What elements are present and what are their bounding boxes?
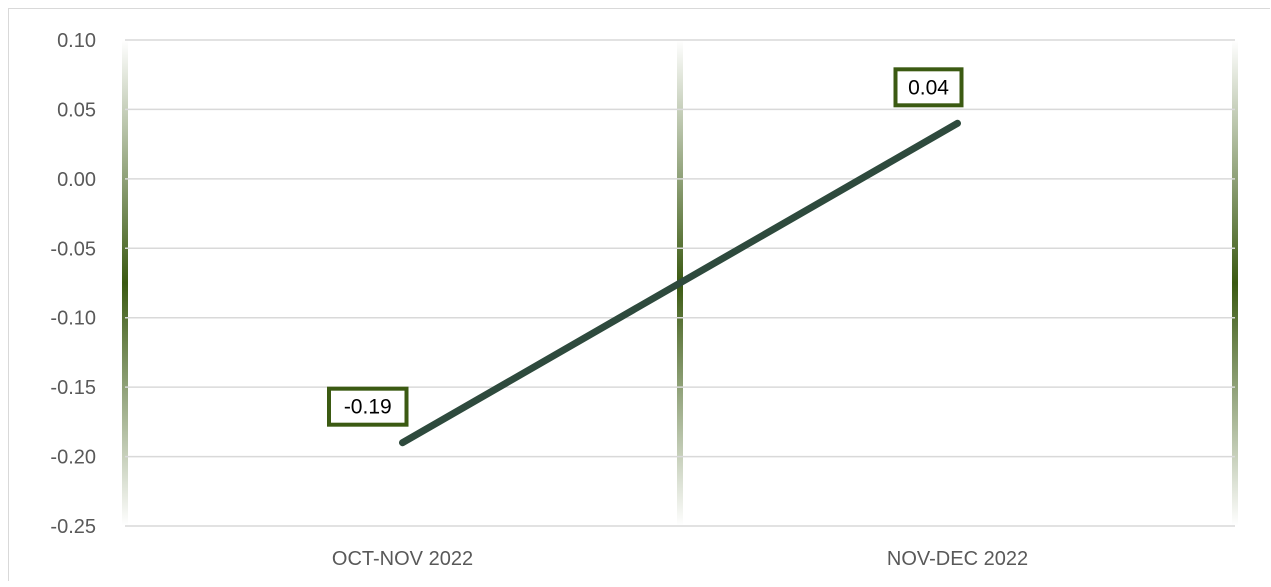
data-label-text: 0.04	[908, 76, 949, 99]
y-tick-label: -0.25	[50, 516, 96, 538]
y-tick-label: 0.10	[57, 30, 96, 52]
data-label-text: -0.19	[344, 396, 392, 419]
x-tick-label: OCT-NOV 2022	[332, 548, 473, 570]
y-tick-label: -0.05	[50, 238, 96, 260]
category-band	[122, 40, 128, 526]
y-tick-label: -0.10	[50, 308, 96, 330]
y-tick-label: 0.05	[57, 99, 96, 121]
data-label: -0.19	[329, 389, 407, 425]
x-tick-label: NOV-DEC 2022	[887, 548, 1028, 570]
y-tick-label: 0.00	[57, 169, 96, 191]
data-label: 0.04	[896, 69, 962, 105]
y-tick-label: -0.20	[50, 447, 96, 469]
category-band	[1232, 40, 1238, 526]
y-tick-label: -0.15	[50, 377, 96, 399]
